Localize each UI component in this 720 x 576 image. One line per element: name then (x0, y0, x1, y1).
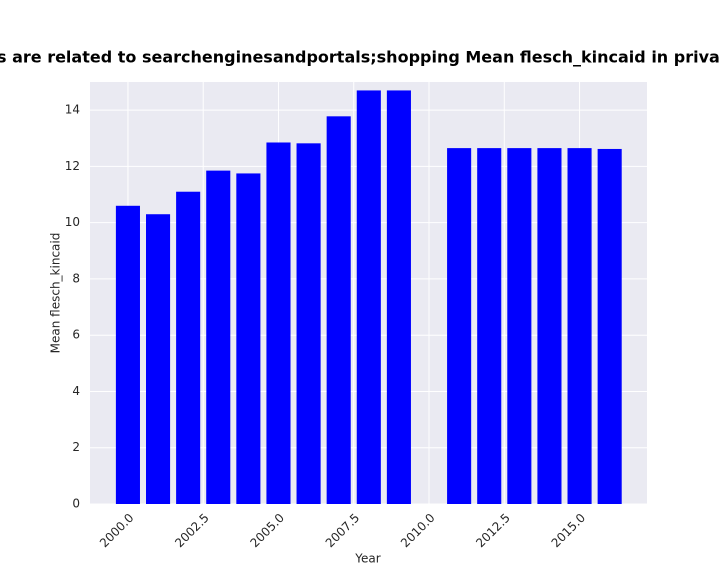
bar (537, 148, 562, 504)
bar (356, 90, 381, 504)
bar (176, 191, 201, 504)
bar (386, 90, 411, 504)
bar (567, 148, 592, 504)
y-tick-label: 2 (72, 440, 80, 454)
bar (296, 143, 321, 504)
bar (236, 173, 261, 504)
bar (115, 205, 140, 504)
y-tick-label: 8 (72, 271, 80, 285)
x-tick-label: 2015.0 (549, 511, 589, 551)
x-tick-label: 2007.5 (323, 511, 363, 551)
bar (597, 148, 622, 504)
bar (477, 148, 502, 504)
bar (266, 142, 291, 504)
y-tick-label: 0 (72, 497, 80, 511)
bar (326, 116, 351, 505)
bar (447, 148, 472, 504)
x-axis-label: Year (354, 552, 380, 566)
bar (146, 214, 171, 504)
x-tick-label: 2002.5 (172, 511, 212, 551)
bar (507, 148, 532, 504)
y-tick-label: 14 (65, 103, 80, 117)
x-tick-label: 2010.0 (398, 511, 438, 551)
y-tick-label: 4 (72, 384, 80, 398)
y-tick-label: 6 (72, 328, 80, 342)
chart-title: tegories are related to searchenginesand… (0, 48, 720, 67)
x-tick-label: 2000.0 (97, 511, 137, 551)
bar (206, 170, 231, 504)
x-tick-label: 2005.0 (247, 511, 287, 551)
y-tick-label: 12 (65, 159, 80, 173)
y-tick-label: 10 (65, 215, 80, 229)
x-tick-label: 2012.5 (473, 511, 513, 551)
y-axis-label: Mean flesch_kincaid (49, 233, 63, 354)
